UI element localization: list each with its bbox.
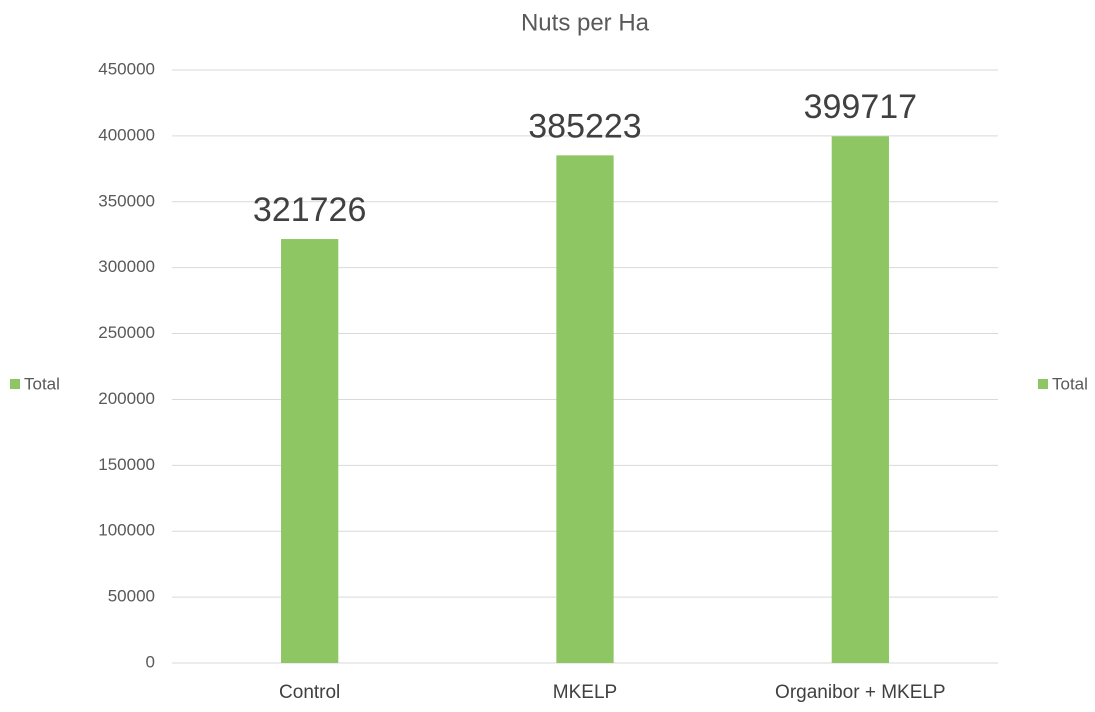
- data-label: 385223: [528, 107, 641, 145]
- legend-swatch: [10, 379, 20, 389]
- y-tick-label: 250000: [98, 323, 155, 342]
- legend-swatch: [1038, 379, 1048, 389]
- bar: [556, 155, 614, 663]
- y-tick-label: 400000: [98, 125, 155, 144]
- x-tick-label: Organibor + MKELP: [775, 682, 946, 703]
- data-label: 399717: [804, 88, 917, 126]
- y-tick-label: 300000: [98, 257, 155, 276]
- y-tick-label: 50000: [108, 587, 155, 606]
- x-tick-label: MKELP: [553, 682, 617, 703]
- data-label: 321726: [253, 191, 366, 229]
- legend-label: Total: [1052, 374, 1088, 393]
- y-tick-label: 150000: [98, 455, 155, 474]
- bar: [831, 136, 889, 663]
- y-tick-label: 450000: [98, 59, 155, 78]
- legend-label: Total: [24, 374, 60, 393]
- y-tick-label: 100000: [98, 521, 155, 540]
- y-tick-label: 200000: [98, 389, 155, 408]
- x-tick-label: Control: [279, 682, 340, 703]
- bar: [281, 239, 339, 663]
- y-tick-label: 350000: [98, 191, 155, 210]
- y-tick-label: 0: [146, 652, 155, 671]
- chart-title: Nuts per Ha: [521, 9, 650, 36]
